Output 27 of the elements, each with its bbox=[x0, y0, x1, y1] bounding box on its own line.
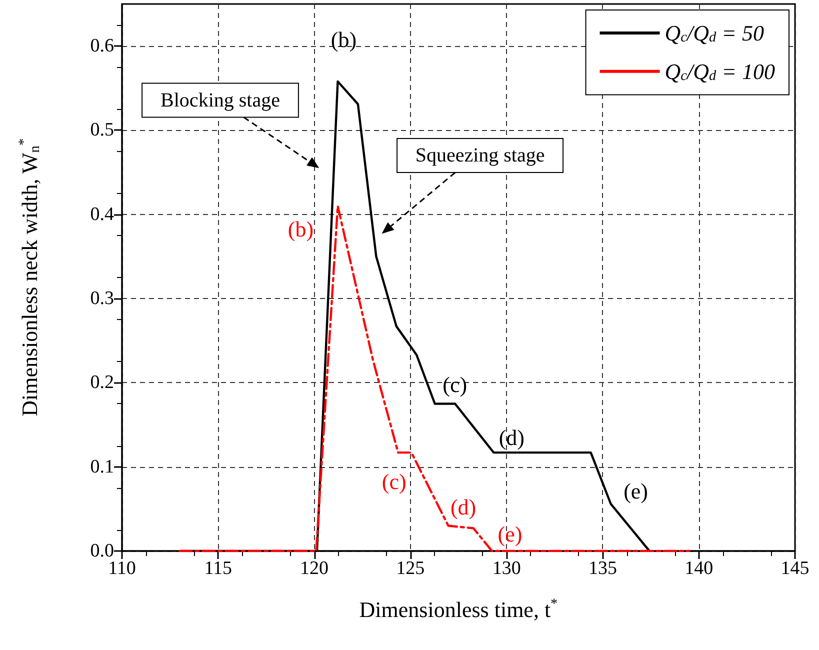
y-tick-label: 0.2 bbox=[90, 372, 114, 394]
annotation: (c) bbox=[442, 372, 468, 398]
y-tick-label: 0.3 bbox=[90, 288, 114, 310]
x-axis-title: Dimensionless time, t* bbox=[359, 596, 558, 622]
annotation: (d) bbox=[498, 425, 525, 450]
x-tick-label: 120 bbox=[300, 558, 329, 579]
legend-label: Qc/Qd = 100 bbox=[664, 58, 776, 84]
annotation: (e) bbox=[498, 522, 522, 546]
legend-label: Qc/Qd = 50 bbox=[664, 20, 764, 46]
y-tick-label: 0.6 bbox=[90, 36, 114, 57]
x-tick-label: 115 bbox=[204, 558, 232, 579]
x-tick-label: 140 bbox=[684, 558, 714, 579]
annotation: Squeezing stage bbox=[415, 144, 545, 167]
x-tick-label: 135 bbox=[588, 558, 617, 579]
x-tick-label: 130 bbox=[492, 558, 521, 579]
x-tick-label: 125 bbox=[396, 558, 425, 579]
y-axis-title: Dimensionless neck width, Wn* bbox=[16, 138, 43, 416]
y-tick-label: 0.1 bbox=[90, 456, 114, 478]
annotation: (d) bbox=[450, 494, 476, 520]
annotation: (e) bbox=[624, 478, 648, 504]
annotation: (c) bbox=[382, 469, 406, 494]
y-tick-label: 0.5 bbox=[90, 120, 114, 141]
y-tick-label: 0.4 bbox=[90, 204, 114, 225]
annotation: Blocking stage bbox=[160, 89, 280, 112]
x-tick-label: 145 bbox=[780, 558, 810, 579]
annotation: (b) bbox=[330, 26, 357, 52]
annotation: (b) bbox=[288, 216, 314, 242]
